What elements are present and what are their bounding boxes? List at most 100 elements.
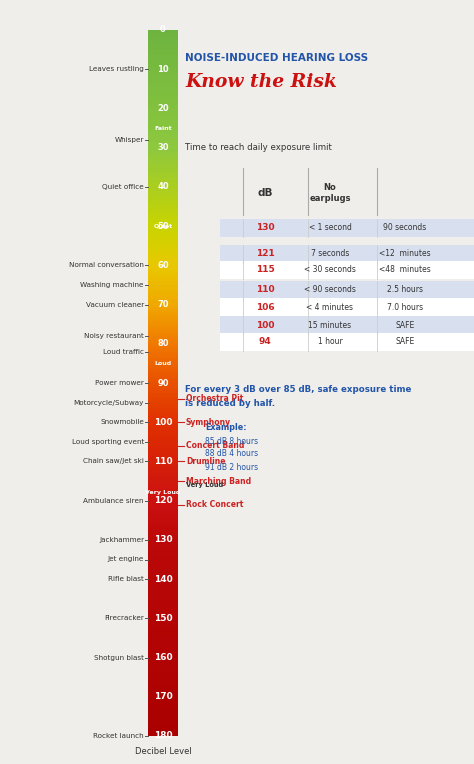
Text: Vacuum cleaner: Vacuum cleaner bbox=[86, 302, 144, 308]
Bar bbox=[148, 717, 178, 718]
Bar bbox=[148, 410, 178, 413]
Bar bbox=[148, 677, 178, 679]
Bar bbox=[148, 461, 178, 464]
Bar bbox=[148, 99, 178, 101]
Bar bbox=[148, 703, 178, 704]
Bar bbox=[148, 485, 178, 487]
Bar bbox=[148, 618, 178, 620]
Bar bbox=[148, 450, 178, 452]
Bar bbox=[148, 305, 178, 306]
Bar bbox=[148, 675, 178, 677]
Bar bbox=[148, 458, 178, 459]
Text: 100: 100 bbox=[256, 321, 274, 329]
Bar bbox=[148, 126, 178, 128]
Bar bbox=[148, 524, 178, 526]
Bar bbox=[148, 509, 178, 510]
Text: SAFE: SAFE bbox=[395, 321, 415, 329]
Bar bbox=[148, 120, 178, 122]
Bar bbox=[148, 185, 178, 187]
Bar bbox=[148, 538, 178, 540]
Bar bbox=[148, 326, 178, 328]
Bar bbox=[148, 438, 178, 440]
Bar bbox=[148, 220, 178, 222]
Bar bbox=[148, 36, 178, 38]
Bar bbox=[148, 638, 178, 640]
Bar bbox=[148, 699, 178, 701]
Bar bbox=[148, 267, 178, 269]
Text: dB: dB bbox=[257, 188, 273, 198]
Bar bbox=[148, 142, 178, 144]
Text: < 1 second: < 1 second bbox=[309, 224, 351, 232]
Text: Noisy restaurant: Noisy restaurant bbox=[84, 333, 144, 339]
Bar bbox=[148, 128, 178, 130]
Bar bbox=[148, 295, 178, 296]
Bar bbox=[148, 310, 178, 312]
Bar bbox=[148, 199, 178, 201]
Bar bbox=[148, 340, 178, 342]
Bar bbox=[148, 193, 178, 195]
Text: Chain saw/Jet ski: Chain saw/Jet ski bbox=[83, 458, 144, 465]
Bar bbox=[148, 191, 178, 193]
Bar bbox=[148, 634, 178, 636]
Bar bbox=[148, 473, 178, 475]
Bar bbox=[148, 381, 178, 383]
Bar bbox=[148, 344, 178, 346]
Bar bbox=[148, 234, 178, 236]
Bar bbox=[148, 269, 178, 271]
Bar bbox=[148, 687, 178, 689]
Text: Power mower: Power mower bbox=[95, 380, 144, 386]
Bar bbox=[148, 81, 178, 83]
Text: Loud: Loud bbox=[155, 361, 172, 366]
Bar bbox=[148, 609, 178, 610]
Bar bbox=[148, 271, 178, 274]
Bar bbox=[148, 254, 178, 255]
Bar bbox=[148, 628, 178, 630]
Bar bbox=[148, 324, 178, 326]
Text: 106: 106 bbox=[255, 303, 274, 312]
Text: <12  minutes: <12 minutes bbox=[379, 250, 431, 258]
Bar bbox=[148, 101, 178, 102]
Bar bbox=[148, 285, 178, 287]
Bar bbox=[148, 232, 178, 234]
Bar bbox=[148, 587, 178, 589]
Bar bbox=[148, 46, 178, 47]
Bar bbox=[148, 478, 178, 479]
Text: No
earplugs: No earplugs bbox=[309, 183, 351, 202]
Bar bbox=[148, 170, 178, 171]
Bar bbox=[148, 601, 178, 603]
Text: 60: 60 bbox=[157, 261, 169, 270]
Bar bbox=[148, 361, 178, 364]
Bar bbox=[148, 85, 178, 87]
Bar bbox=[148, 444, 178, 445]
Bar bbox=[148, 685, 178, 687]
Bar bbox=[148, 571, 178, 573]
Bar bbox=[148, 487, 178, 489]
Bar bbox=[148, 40, 178, 42]
Bar bbox=[148, 108, 178, 111]
Bar bbox=[148, 581, 178, 583]
Bar bbox=[148, 558, 178, 559]
Bar bbox=[148, 672, 178, 673]
Bar bbox=[148, 181, 178, 183]
Bar bbox=[148, 720, 178, 722]
Bar bbox=[148, 281, 178, 283]
Bar bbox=[148, 47, 178, 50]
Bar bbox=[148, 230, 178, 232]
Bar bbox=[148, 534, 178, 536]
Bar bbox=[148, 116, 178, 118]
Bar bbox=[148, 175, 178, 177]
Bar bbox=[148, 510, 178, 513]
Text: Washing machine: Washing machine bbox=[81, 282, 144, 288]
Bar bbox=[148, 189, 178, 191]
Bar bbox=[148, 238, 178, 240]
Text: 0: 0 bbox=[160, 25, 166, 34]
Bar bbox=[148, 179, 178, 181]
Text: < 30 seconds: < 30 seconds bbox=[304, 266, 356, 274]
Bar bbox=[148, 426, 178, 428]
Bar bbox=[148, 440, 178, 442]
Bar bbox=[148, 513, 178, 514]
Bar bbox=[148, 228, 178, 230]
Bar bbox=[148, 274, 178, 275]
Bar bbox=[148, 336, 178, 338]
Text: 80: 80 bbox=[157, 339, 169, 348]
